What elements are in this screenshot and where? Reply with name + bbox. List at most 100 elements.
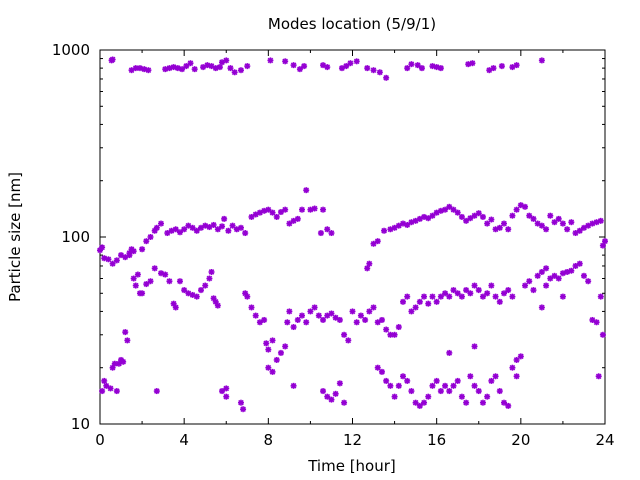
data-point [269,209,276,216]
data-point [498,63,505,70]
y-tick-label: 1000 [52,41,90,59]
data-point [442,206,449,213]
data-point [101,255,108,262]
data-point [496,224,503,231]
data-point [547,212,554,219]
data-point [488,282,495,289]
data-point [421,293,428,300]
data-point [151,265,158,272]
data-point [484,393,491,400]
data-point [463,287,470,294]
data-point [176,278,183,285]
data-point [294,215,301,222]
data-point [193,227,200,234]
data-point [378,316,385,323]
data-point [101,377,108,384]
data-point [353,319,360,326]
data-point [526,212,533,219]
data-point [467,215,474,222]
data-point [479,399,486,406]
x-tick-label: 12 [343,431,362,449]
data-point [179,66,186,73]
data-point [223,57,230,64]
y-tick-label: 10 [71,415,90,433]
data-point [105,256,112,263]
data-point [143,281,150,288]
data-point [210,221,217,228]
data-point [454,377,461,384]
data-point [469,60,476,67]
data-point [467,373,474,380]
data-point [345,337,352,344]
x-axis-title: Time [hour] [307,457,396,475]
data-point [145,67,152,74]
data-point [320,388,327,395]
data-point [237,399,244,406]
data-point [320,316,327,323]
data-point [513,206,520,213]
data-point [307,308,314,315]
data-point [437,293,444,300]
data-point [364,265,371,272]
data-point [475,287,482,294]
data-point [233,226,240,233]
y-axis: 10 100 1000 [52,41,605,433]
data-point [214,226,221,233]
data-point [522,282,529,289]
data-point [576,227,583,234]
data-point [328,310,335,317]
data-point [395,324,402,331]
data-point [153,388,160,395]
data-point [166,278,173,285]
data-point [120,358,127,365]
data-point [366,260,373,267]
chart-title: Modes location (5/9/1) [268,15,436,33]
data-point [193,293,200,300]
data-point [484,220,491,227]
data-point [509,364,516,371]
data-point [488,216,495,223]
data-point [429,382,436,389]
data-point [418,65,425,72]
data-point [107,385,114,392]
data-point [206,275,213,282]
data-point [357,312,364,319]
data-point [496,388,503,395]
data-point [404,221,411,228]
data-point [463,399,470,406]
data-point [568,267,575,274]
data-point [189,224,196,231]
data-point [471,382,478,389]
data-point [320,206,327,213]
data-point [501,290,507,297]
data-point [484,290,491,297]
data-point [513,356,520,363]
data-point [370,67,377,74]
data-point [263,340,270,347]
data-point [387,382,394,389]
data-point [421,399,428,406]
data-point [328,396,335,403]
data-point [183,63,190,70]
data-point [172,304,179,311]
data-point [547,275,554,282]
data-point [391,393,398,400]
data-point [593,219,600,226]
data-point [139,246,146,253]
data-point [538,304,545,311]
data-point [475,388,482,395]
data-point [341,331,348,338]
x-tick-label: 20 [511,431,530,449]
data-point [296,66,303,73]
data-point [517,353,524,360]
data-point [237,224,244,231]
data-point [400,298,406,305]
data-point [599,331,606,338]
data-point [412,399,419,406]
data-point [347,60,354,67]
data-point [336,380,343,387]
data-point [324,393,331,400]
data-point [492,373,499,380]
data-point [128,246,135,253]
